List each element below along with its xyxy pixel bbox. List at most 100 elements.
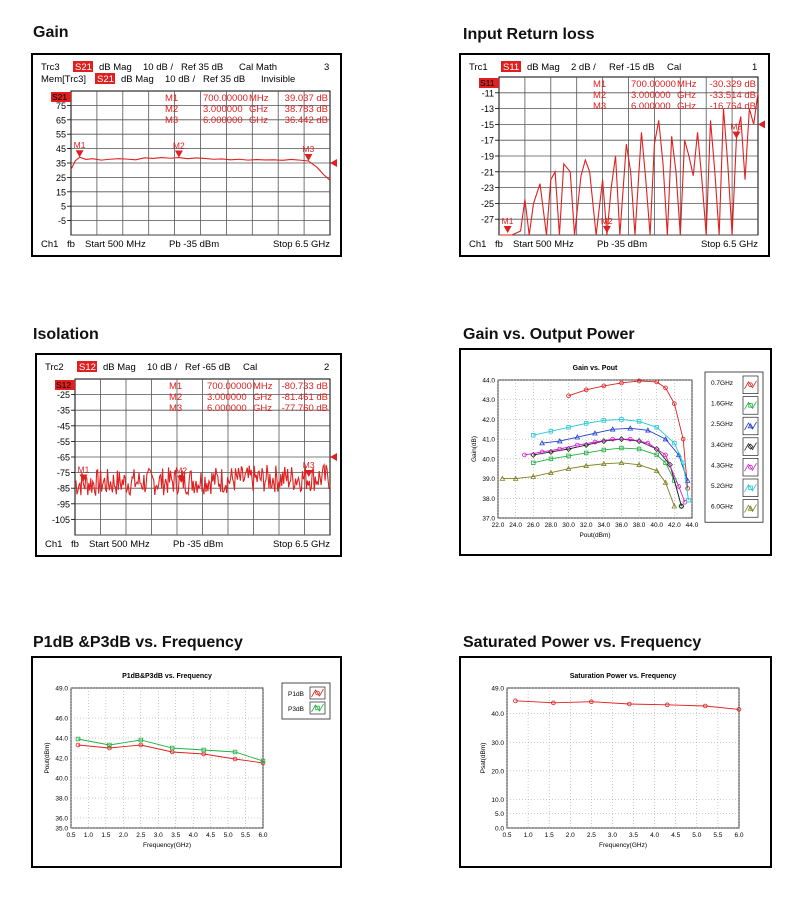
marker-triangle (732, 131, 741, 139)
data-point-marker (557, 446, 563, 452)
x-tick-label: 24.0 (509, 522, 522, 529)
trace-badge-text: S12 (56, 380, 71, 390)
header-extra: Cal (667, 62, 681, 73)
header-extra: Cal Math (239, 62, 277, 73)
data-point-marker (680, 436, 686, 442)
header-extra: Cal (243, 362, 257, 373)
marker-table-name: M2 (165, 104, 178, 115)
legend-label: 3.4GHz (711, 442, 733, 449)
data-point-marker (685, 486, 690, 491)
y-tick-label: -21 (481, 167, 494, 177)
x-tick-label: 3.5 (171, 832, 180, 839)
data-point-marker (747, 422, 754, 429)
marker-label: M1 (78, 464, 90, 474)
data-point-marker (653, 467, 660, 473)
param-badge (95, 73, 115, 84)
series-line (542, 427, 689, 481)
trace-badge (51, 92, 71, 102)
marker-table-name: M2 (593, 90, 606, 101)
gain_vs_pout-svg: Gain vs. Pout 22.0 24.0 26.0 28.0 30.0 32.0 34.… (471, 365, 764, 539)
param-badge-text: S12 (79, 362, 96, 373)
data-point-marker (619, 445, 624, 451)
data-point-marker (654, 425, 659, 430)
marker-table-name: M3 (165, 115, 178, 126)
y-tick-label: 43.0 (482, 397, 495, 404)
y-tick-label: 35.0 (55, 826, 68, 833)
chart-title: Saturation Power vs. Frequency (570, 673, 677, 680)
legend-label: 0.7GHz (711, 380, 733, 387)
header-format: dB Mag (99, 62, 132, 73)
data-point-marker (531, 460, 536, 465)
marker-label: M3 (303, 460, 315, 470)
param-badge-text: S21 (75, 62, 92, 73)
series-line (524, 438, 686, 503)
x-axis-label: Pout(dBm) (579, 532, 610, 539)
data-point-marker (747, 505, 754, 511)
data-point-marker (565, 465, 572, 471)
param-badge-text: S21 (97, 74, 114, 85)
data-point-marker (610, 436, 615, 442)
marker-triangle (75, 150, 84, 158)
marker-table-freq: 700.00000 (203, 93, 248, 104)
data-point-marker (672, 401, 677, 406)
x-tick-label: 2.5 (136, 832, 145, 839)
plot-frame (506, 687, 740, 829)
data-point-marker (666, 461, 673, 468)
x-tick-label: 3.5 (629, 832, 638, 839)
y-tick-label: -13 (481, 104, 494, 114)
marker-table-value: 38.783 dB (285, 104, 328, 115)
x-tick-label: 28.0 (545, 522, 558, 529)
marker-table-unit: GHz (253, 403, 272, 414)
data-point-marker (512, 475, 519, 481)
y-tick-label: 49.0 (55, 686, 68, 693)
data-point-marker (548, 456, 554, 462)
data-point-marker (589, 699, 594, 705)
y-tick-label: -25 (481, 199, 494, 209)
data-point-marker (618, 436, 625, 443)
data-point-marker (600, 460, 607, 466)
y-tick-label: -11 (482, 88, 494, 98)
series-line (533, 438, 682, 507)
y-tick-label: -23 (481, 183, 494, 193)
x-tick-label: 30.0 (562, 522, 575, 529)
x-axis-label: Frequency(GHz) (599, 842, 647, 849)
reference-level-arrow (758, 120, 765, 129)
series-line (77, 738, 264, 762)
data-point-marker (583, 387, 589, 393)
x-tick-label: 0.5 (502, 832, 511, 839)
data-point-marker (684, 477, 691, 483)
marker-table-freq: 6.000000 (207, 403, 247, 414)
series-line (533, 447, 682, 507)
marker-triangle (304, 469, 313, 477)
data-point-marker (748, 403, 753, 408)
y-tick-label: -75 (57, 468, 70, 478)
data-point-marker (619, 417, 624, 422)
header-trace-number: 2 (324, 362, 329, 373)
data-point-marker (636, 461, 642, 467)
data-point-marker (170, 745, 175, 751)
marker-table-unit: MHz (253, 381, 273, 392)
x-tick-label: 36.0 (615, 522, 628, 529)
y-tick-label: 65 (56, 115, 66, 125)
data-point-marker (678, 503, 685, 510)
data-point-marker (601, 418, 607, 423)
data-point-marker (499, 475, 506, 481)
data-point-marker (539, 440, 545, 446)
data-point-marker (627, 436, 633, 442)
data-point-marker (592, 430, 598, 436)
gain-vs-output-power-title: Gain vs. Output Power (463, 326, 635, 343)
marker-table-name: M1 (593, 79, 606, 90)
y-tick-label: 44.0 (55, 736, 68, 743)
marker-label: M3 (730, 122, 742, 132)
header-trc-label: Trc3 (41, 62, 60, 73)
data-point-marker (551, 700, 556, 706)
marker-table-unit: MHz (677, 79, 697, 90)
legend-label: 1.6GHz (711, 401, 733, 408)
y-tick-label: 41.0 (482, 437, 495, 444)
x-tick-label: 4.5 (671, 832, 680, 839)
legend-swatch-line (744, 380, 757, 389)
legend-label: 6.0GHz (711, 504, 733, 511)
legend-swatch-line (744, 421, 757, 431)
header-extra: Invisible (261, 74, 295, 85)
marker-table-value: -80.733 dB (282, 381, 328, 392)
